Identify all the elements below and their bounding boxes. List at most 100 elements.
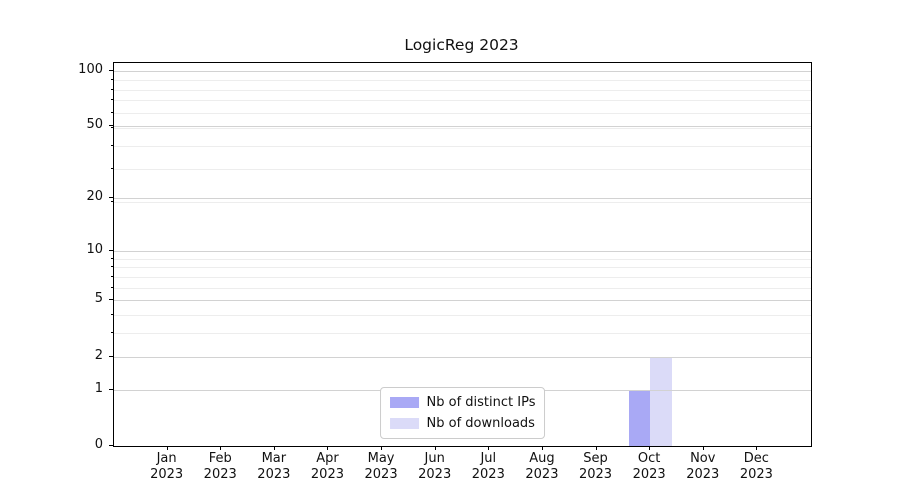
x-axis-tick [702, 446, 704, 450]
x-tick-label: Feb 2023 [180, 451, 260, 482]
x-axis-tick [649, 446, 651, 450]
x-tick-label-year: 2023 [257, 466, 291, 482]
x-tick-label: Apr 2023 [287, 451, 367, 482]
y-axis-tick [109, 197, 113, 199]
x-tick-label: Jul 2023 [448, 451, 528, 482]
y-tick-label: 0 [94, 437, 103, 452]
major-gridline [114, 198, 811, 200]
x-tick-label-year: 2023 [203, 466, 237, 482]
x-tick-label-month: Jan [156, 451, 177, 466]
y-axis-tick [109, 249, 113, 251]
x-tick-label-month: Oct [637, 451, 661, 466]
minor-gridline [114, 100, 811, 102]
y-axis-minor-tick [111, 266, 113, 268]
x-tick-label-year: 2023 [578, 466, 613, 482]
y-tick-label: 1 [94, 380, 103, 396]
x-tick-label: Nov 2023 [663, 451, 743, 482]
bar-distinct-ips [628, 389, 651, 446]
minor-gridline [114, 333, 811, 335]
y-axis-minor-tick [111, 126, 113, 128]
x-tick-label-year: 2023 [686, 466, 720, 482]
x-tick-label-month: May [367, 451, 395, 466]
minor-gridline [114, 169, 811, 171]
x-tick-label-month: Jul [480, 451, 497, 466]
x-tick-label-month: Sep [583, 451, 608, 466]
legend-swatch-downloads [389, 418, 419, 429]
y-tick-label: 100 [78, 61, 103, 77]
x-axis-tick [541, 446, 543, 450]
minor-gridline [114, 202, 811, 204]
x-tick-label-year: 2023 [632, 466, 666, 482]
y-axis-minor-tick [111, 286, 113, 288]
x-tick-label-month: Apr [316, 451, 339, 466]
legend-label-downloads: Nb of downloads [426, 416, 535, 431]
x-tick-label-year: 2023 [525, 466, 559, 482]
y-axis-tick [109, 445, 113, 446]
y-tick-label: 20 [86, 189, 103, 205]
y-axis-minor-tick [111, 99, 113, 101]
y-axis-tick [109, 299, 113, 301]
minor-gridline [114, 315, 811, 317]
y-tick-label: 2 [94, 347, 103, 363]
x-tick-label: Jun 2023 [395, 451, 475, 482]
y-axis-minor-tick [111, 275, 113, 277]
y-axis-minor-tick [111, 257, 113, 259]
minor-gridline [114, 267, 811, 269]
x-tick-label-month: Aug [529, 451, 555, 466]
x-tick-label: Jan 2023 [127, 451, 207, 482]
y-axis-tick [109, 69, 113, 71]
minor-gridline [114, 258, 811, 260]
x-tick-label-year: 2023 [150, 466, 184, 482]
x-axis-tick [327, 446, 329, 450]
legend: Nb of distinct IPs Nb of downloads [379, 387, 546, 439]
x-tick-label-year: 2023 [739, 466, 773, 482]
y-tick-label: 10 [86, 241, 103, 257]
y-tick-label: 50 [86, 117, 103, 133]
x-tick-label-month: Jun [424, 451, 445, 466]
legend-item-downloads: Nb of downloads [389, 415, 536, 432]
minor-gridline [114, 113, 811, 115]
minor-gridline [114, 80, 811, 82]
y-axis-minor-tick [111, 314, 113, 316]
major-gridline [114, 356, 811, 358]
y-axis-tick [109, 125, 113, 127]
bar-downloads [650, 356, 672, 446]
x-axis-tick [434, 446, 436, 450]
x-tick-label: May 2023 [341, 451, 421, 482]
x-tick-label-month: Mar [261, 451, 287, 466]
major-gridline [114, 70, 811, 72]
x-axis-tick [273, 446, 275, 450]
x-axis-tick [220, 446, 222, 450]
x-axis-tick [166, 446, 168, 450]
y-axis-tick [109, 388, 113, 390]
y-axis-minor-tick [111, 79, 113, 81]
y-axis-tick [109, 355, 113, 357]
major-gridline [114, 300, 811, 302]
y-axis-minor-tick [111, 332, 113, 334]
x-axis-tick [595, 446, 597, 450]
x-tick-label: Oct 2023 [609, 451, 689, 482]
y-axis-minor-tick [111, 201, 113, 203]
x-tick-label-year: 2023 [310, 466, 344, 482]
minor-gridline [114, 127, 811, 129]
x-axis-tick [756, 446, 758, 450]
chart-title: LogicReg 2023 [404, 36, 519, 54]
x-axis-tick [381, 446, 383, 450]
x-tick-label: Mar 2023 [234, 451, 314, 482]
minor-gridline [114, 276, 811, 278]
x-axis-tick [488, 446, 490, 450]
x-tick-label: Aug 2023 [502, 451, 582, 482]
x-tick-label-year: 2023 [364, 466, 398, 482]
x-tick-label-month: Nov [690, 451, 716, 466]
x-tick-label-month: Dec [743, 451, 769, 466]
legend-label-distinct-ips: Nb of distinct IPs [426, 395, 536, 410]
minor-gridline [114, 89, 811, 91]
x-tick-label-month: Feb [208, 451, 232, 466]
major-gridline [114, 250, 811, 252]
legend-item-distinct-ips: Nb of distinct IPs [389, 394, 536, 411]
y-axis-minor-tick [111, 168, 113, 170]
y-axis-minor-tick [111, 88, 113, 90]
x-tick-label-year: 2023 [418, 466, 452, 482]
y-axis-minor-tick [111, 112, 113, 114]
